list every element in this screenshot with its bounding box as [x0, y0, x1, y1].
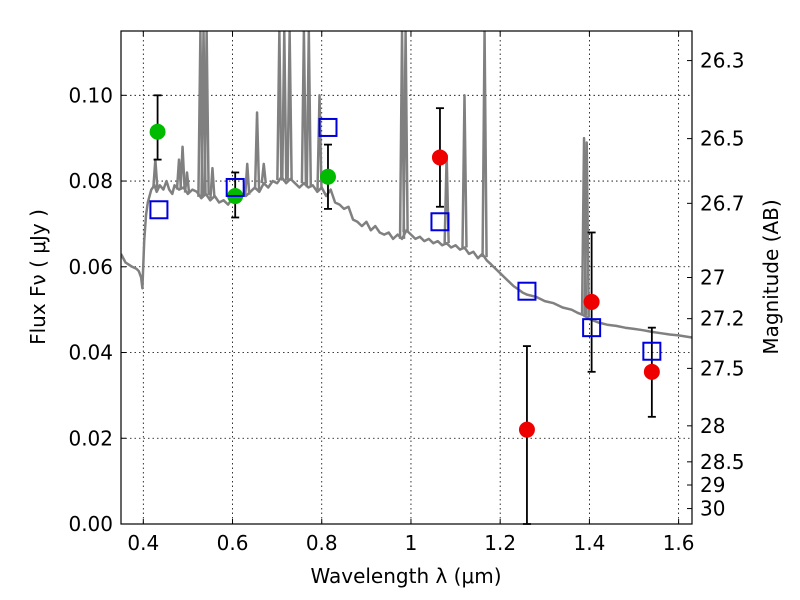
magnitude-tick-label: 26.7 — [700, 191, 745, 215]
x-tick-label: 0.4 — [127, 531, 159, 555]
magnitude-tick-label: 26.3 — [700, 49, 745, 73]
sed-emission-line — [316, 94, 323, 190]
model-flux-point — [149, 200, 169, 220]
sed-emission-line — [300, 31, 308, 184]
sed-emission-line — [253, 111, 261, 190]
y-tick-label: 0.04 — [68, 341, 113, 365]
sed-emission-line — [276, 31, 283, 180]
sed-curve-layer — [121, 31, 692, 339]
magnitude-tick-label: 27.5 — [700, 356, 745, 380]
sed-emission-line — [209, 166, 216, 199]
sed-emission-line — [286, 31, 293, 180]
sed-emission-line — [481, 31, 488, 258]
model-flux-point — [642, 341, 662, 361]
data-point — [149, 123, 166, 140]
data-point — [583, 293, 600, 310]
magnitude-tick-label: 27 — [700, 266, 725, 290]
magnitude-tick-label: 26.5 — [700, 127, 745, 151]
sed-emission-line — [461, 94, 468, 248]
magnitude-tick-label: 27.2 — [700, 307, 745, 331]
y-tick-label: 0.10 — [68, 83, 113, 107]
sed-emission-line — [305, 31, 313, 188]
y-tick-label: 0.02 — [68, 426, 113, 450]
sed-emission-line — [243, 162, 251, 195]
magnitude-tick-label: 29 — [700, 473, 725, 497]
x-tick-label: 1.4 — [573, 531, 605, 555]
x-tick-label: 0.6 — [217, 531, 249, 555]
sed-emission-line — [179, 145, 186, 188]
x-axis: 0.4 0.6 0.8 1 1.2 1.4 1.6 — [127, 31, 695, 555]
sed-emission-line — [260, 162, 267, 184]
model-flux-point — [582, 318, 602, 338]
y-tick-label: 0.06 — [68, 255, 113, 279]
data-point — [518, 421, 535, 438]
data-point — [431, 149, 448, 166]
sed-emission-line — [183, 171, 191, 193]
y-axis-label: Flux Fν ( μJy ) — [26, 209, 50, 345]
x-tick-label: 1 — [405, 531, 418, 555]
data-point — [643, 363, 660, 380]
model-flux-point — [318, 117, 338, 137]
data-point — [319, 168, 336, 185]
y-tick-label: 0.00 — [68, 512, 113, 536]
sed-emission-line — [281, 31, 288, 181]
y-axis-right-label: Magnitude (AB) — [759, 199, 783, 354]
y-tick-label: 0.08 — [68, 169, 113, 193]
x-tick-label: 1.6 — [663, 531, 695, 555]
model-flux-point — [225, 177, 245, 197]
sed-emission-line — [402, 31, 409, 233]
magnitude-tick-label: 28 — [700, 414, 725, 438]
sed-emission-line — [583, 141, 590, 318]
magnitude-tick-label: 30 — [700, 497, 725, 521]
sed-emission-line — [203, 31, 210, 196]
y-axis-left: 0.00 0.02 0.04 0.06 0.08 0.10 — [68, 83, 126, 536]
x-tick-label: 0.8 — [306, 531, 338, 555]
x-tick-label: 1.2 — [484, 531, 516, 555]
model-flux-point — [517, 281, 537, 301]
model-flux-point — [430, 212, 450, 232]
magnitude-tick-label: 28.5 — [700, 450, 745, 474]
x-axis-label: Wavelength λ (μm) — [310, 564, 501, 588]
markers-layer — [149, 117, 662, 438]
